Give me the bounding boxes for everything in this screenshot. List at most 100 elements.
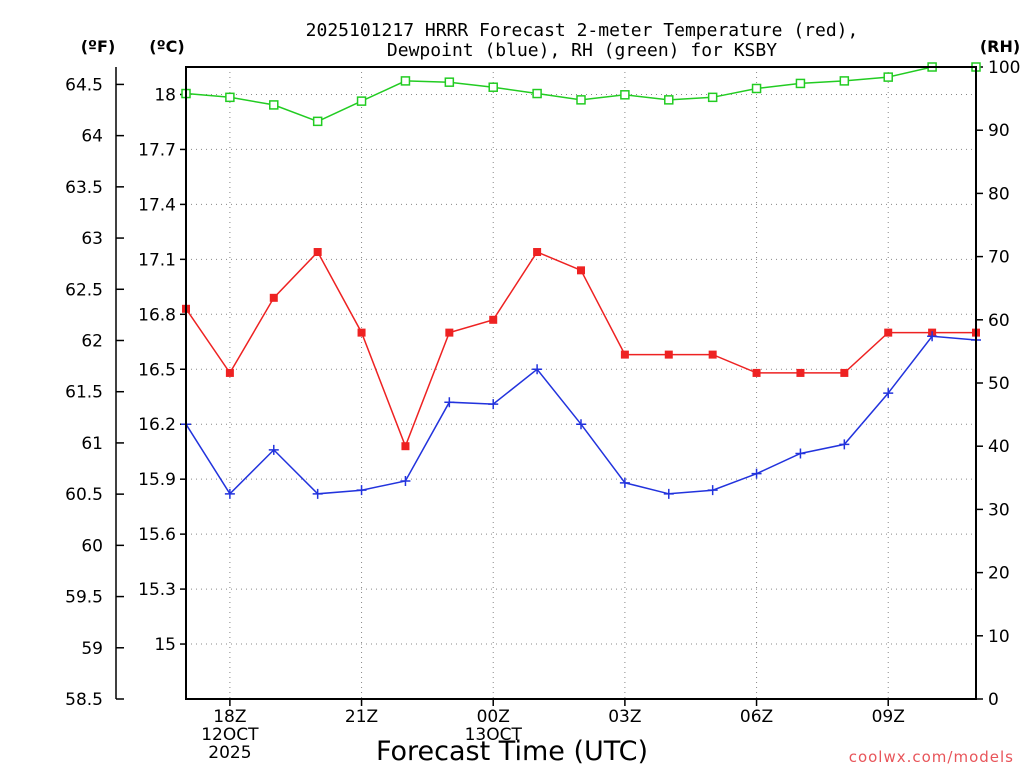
data-point xyxy=(312,116,323,127)
data-point xyxy=(224,488,235,499)
data-point xyxy=(357,328,366,337)
data-point xyxy=(444,77,455,87)
celsius-tick-label: 15.9 xyxy=(138,470,176,490)
data-point xyxy=(269,100,279,110)
rh-tick-label: 0 xyxy=(988,690,999,710)
data-point xyxy=(488,82,498,92)
data-point xyxy=(268,444,279,455)
x-tick-label: 03Z xyxy=(608,707,641,727)
rh-tick-label: 50 xyxy=(988,374,1010,394)
data-point xyxy=(664,350,673,359)
celsius-unit-label: (ºC) xyxy=(149,37,184,56)
data-point xyxy=(445,328,454,337)
celsius-tick-label: 16.8 xyxy=(138,305,176,325)
fahrenheit-unit-label: (ºF) xyxy=(81,37,116,56)
celsius-tick-label: 15.6 xyxy=(138,525,176,545)
x-tick-label: 2025 xyxy=(208,743,251,763)
data-point xyxy=(400,476,411,487)
series-0 xyxy=(182,248,980,451)
rh-unit-label: (RH) xyxy=(980,37,1020,56)
rh-tick-label: 10 xyxy=(988,627,1010,647)
fahrenheit-tick-label: 62 xyxy=(81,331,103,351)
data-point xyxy=(400,76,411,86)
rh-tick-label: 60 xyxy=(988,311,1010,331)
celsius-tick-label: 18 xyxy=(154,85,176,105)
grid-lines xyxy=(186,67,976,699)
data-point xyxy=(532,364,543,375)
fahrenheit-tick-label: 59 xyxy=(81,639,103,659)
chart-title-line2: Dewpoint (blue), RH (green) for KSBY xyxy=(387,40,777,61)
celsius-tick-label: 15 xyxy=(154,635,176,655)
fahrenheit-tick-label: 58.5 xyxy=(65,690,103,710)
rh-tick-label: 100 xyxy=(988,58,1020,78)
data-point xyxy=(577,266,585,275)
data-point xyxy=(751,83,762,94)
celsius-tick-label: 15.3 xyxy=(138,580,176,600)
rh-tick-label: 90 xyxy=(988,121,1010,141)
plot-frame xyxy=(185,66,977,700)
rh-axis: 0 10 20 30 40 50 60 70 80 90 100 xyxy=(976,58,1020,710)
data-point xyxy=(532,88,542,99)
data-point xyxy=(708,350,717,359)
data-point xyxy=(839,439,850,450)
rh-tick-label: 30 xyxy=(988,500,1010,520)
rh-tick-label: 40 xyxy=(988,437,1010,457)
fahrenheit-tick-label: 64.5 xyxy=(65,75,103,95)
rh-tick-label: 80 xyxy=(988,184,1010,204)
x-tick-label: 18Z xyxy=(213,707,246,727)
fahrenheit-axis: 58.5 59 59.5 60 60.5 61 61.5 62 62.5 63 63.5 64 64.5 xyxy=(65,67,124,710)
data-point xyxy=(619,477,630,488)
chart-title-line1: 2025101217 HRRR Forecast 2-meter Tempera… xyxy=(306,20,859,41)
data-point xyxy=(269,293,278,302)
x-tick-label: 09Z xyxy=(872,707,905,727)
x-tick-label: 06Z xyxy=(740,707,773,727)
data-point xyxy=(312,488,323,499)
celsius-tick-label: 16.2 xyxy=(138,415,176,435)
data-point xyxy=(707,92,718,103)
data-point xyxy=(752,368,761,377)
x-tick-label: 12OCT xyxy=(201,725,259,745)
data-point xyxy=(751,468,762,479)
celsius-tick-label: 17.7 xyxy=(138,140,176,160)
data-point xyxy=(576,95,586,105)
fahrenheit-tick-label: 60 xyxy=(81,536,103,556)
x-tick-label: 21Z xyxy=(345,707,378,727)
data-point xyxy=(225,92,235,103)
data-point xyxy=(576,419,586,430)
data-point xyxy=(533,248,542,257)
data-point xyxy=(884,328,893,337)
data-point xyxy=(796,368,805,377)
rh-tick-label: 20 xyxy=(988,564,1010,584)
fahrenheit-tick-label: 61.5 xyxy=(65,383,103,403)
series-1 xyxy=(181,331,981,499)
data-point xyxy=(620,90,630,100)
data-point xyxy=(488,399,499,410)
data-point xyxy=(840,368,849,377)
data-point xyxy=(356,96,367,106)
x-tick-label: 13OCT xyxy=(465,725,523,745)
fahrenheit-tick-label: 63.5 xyxy=(65,178,103,198)
fahrenheit-tick-label: 62.5 xyxy=(65,280,103,300)
credit-text: coolwx.com/models xyxy=(849,748,1014,766)
series-line-0 xyxy=(185,250,976,449)
data-point xyxy=(313,248,322,257)
data-point xyxy=(883,72,893,82)
data-point xyxy=(225,368,234,377)
celsius-axis: 15 15.3 15.6 15.9 16.2 16.5 16.8 17.1 17.4 17.7 18 xyxy=(138,85,186,655)
data-point xyxy=(927,331,938,342)
fahrenheit-tick-label: 59.5 xyxy=(65,588,103,608)
data-point xyxy=(883,388,894,399)
data-point xyxy=(663,488,674,499)
data-point xyxy=(795,78,806,89)
data-point xyxy=(664,95,674,105)
fahrenheit-tick-label: 63 xyxy=(81,229,103,249)
data-point xyxy=(489,315,498,324)
celsius-tick-label: 16.5 xyxy=(138,360,176,380)
series-lines xyxy=(181,62,981,499)
data-point xyxy=(401,442,410,451)
data-point xyxy=(356,485,367,496)
fahrenheit-tick-label: 64 xyxy=(81,127,103,147)
data-point xyxy=(620,350,629,359)
